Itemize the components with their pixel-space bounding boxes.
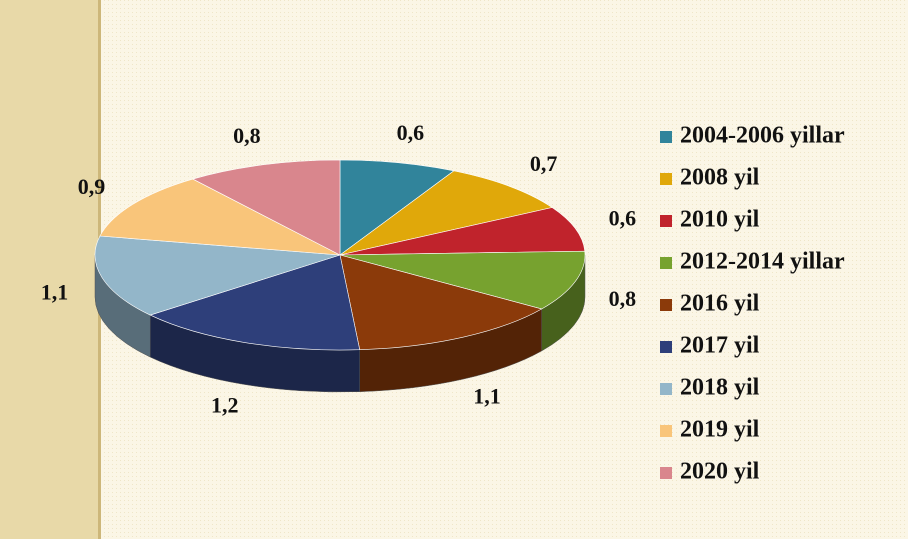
data-label: 1,2 xyxy=(211,392,239,417)
legend-swatch xyxy=(660,467,672,479)
legend-swatch xyxy=(660,173,672,185)
legend-swatch xyxy=(660,215,672,227)
legend-label: 2012-2014 yillar xyxy=(680,249,845,275)
data-label: 1,1 xyxy=(41,280,69,305)
side-stripe xyxy=(0,0,98,539)
legend-label: 2020 yil xyxy=(680,459,760,485)
slice xyxy=(99,178,341,256)
legend-label: 2008 yil xyxy=(680,165,760,191)
data-label: 0,6 xyxy=(609,206,637,231)
legend-swatch xyxy=(660,257,672,269)
slice xyxy=(339,159,455,256)
pie: 0,6 0,7 0,6 0,8 1,1 1,2 1,1 0,9 0,8 xyxy=(41,120,636,417)
data-label: 0,8 xyxy=(609,286,637,311)
legend-label: 2017 yil xyxy=(680,333,760,359)
slice xyxy=(192,159,341,256)
slice xyxy=(339,170,553,256)
slice xyxy=(339,250,586,310)
legend-label: 2018 yil xyxy=(680,375,760,401)
legend-label: 2004-2006 yillar xyxy=(680,123,845,149)
legend-swatch xyxy=(660,341,672,353)
data-label: 0,7 xyxy=(530,151,558,176)
legend-swatch xyxy=(660,383,672,395)
legend-label: 2016 yil xyxy=(680,291,760,317)
legend-swatch xyxy=(660,131,672,143)
legend-label: 2019 yil xyxy=(680,417,760,443)
data-label: 1,1 xyxy=(473,383,501,408)
legend: 2004-2006 yillar 2008 yil 2010 yil 2012-201… xyxy=(660,123,845,485)
legend-swatch xyxy=(660,425,672,437)
slice xyxy=(94,235,341,316)
legend-label: 2010 yil xyxy=(680,207,760,233)
legend-swatch xyxy=(660,299,672,311)
slice xyxy=(149,254,361,351)
data-label: 0,9 xyxy=(78,174,106,199)
data-label: 0,6 xyxy=(397,120,425,145)
data-label: 0,8 xyxy=(233,123,261,148)
slice xyxy=(339,254,543,350)
slice xyxy=(339,207,586,256)
